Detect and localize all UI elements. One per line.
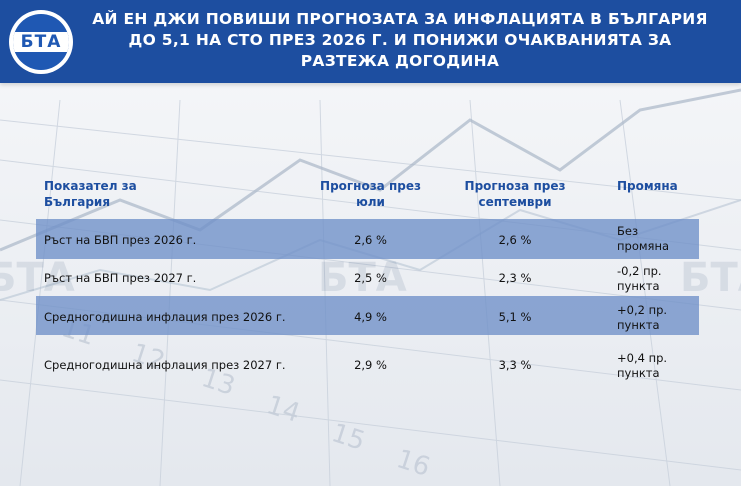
table-cell-change: Без промяна bbox=[617, 224, 670, 253]
table-cell-indicator: Ръст на БВП през 2026 г. bbox=[44, 233, 197, 247]
bta-watermark: БТА bbox=[318, 255, 407, 301]
table-cell-indicator: Ръст на БВП през 2027 г. bbox=[44, 271, 197, 285]
column-header-september: Прогноза през септември bbox=[464, 179, 566, 209]
bta-logo-text: БТА bbox=[20, 32, 62, 52]
table-cell-july: 2,6 % bbox=[354, 233, 387, 247]
row-highlight bbox=[36, 296, 699, 335]
bta-watermark: БТА bbox=[0, 255, 75, 301]
column-header-indicator: Показател за България bbox=[44, 179, 137, 209]
table-cell-september: 2,3 % bbox=[498, 271, 532, 285]
table-cell-july: 2,9 % bbox=[354, 358, 387, 372]
table-cell-indicator: Средногодишна инфлация през 2026 г. bbox=[44, 310, 286, 324]
table-cell-change: -0,2 пр. пункта bbox=[617, 264, 662, 293]
table-cell-september: 5,1 % bbox=[498, 310, 532, 324]
table-cell-september: 2,6 % bbox=[498, 233, 532, 247]
table-cell-change: +0,2 пр. пункта bbox=[617, 303, 668, 332]
table-cell-change: +0,4 пр. пункта bbox=[617, 351, 668, 380]
bta-logo: БТА bbox=[9, 10, 73, 74]
headline: АЙ ЕН ДЖИ ПОВИШИ ПРОГНОЗАТА ЗА ИНФЛАЦИЯТ… bbox=[92, 10, 708, 70]
bta-watermark: БТА bbox=[680, 255, 741, 301]
table-cell-indicator: Средногодишна инфлация през 2027 г. bbox=[44, 358, 286, 372]
row-highlight bbox=[36, 219, 699, 259]
column-header-july: Прогноза през юли bbox=[320, 179, 421, 209]
header-bar: БТА АЙ ЕН ДЖИ ПОВИШИ ПРОГНОЗАТА ЗА ИНФЛА… bbox=[0, 0, 741, 83]
table-cell-september: 3,3 % bbox=[498, 358, 532, 372]
table-cell-july: 2,5 % bbox=[354, 271, 387, 285]
table-cell-july: 4,9 % bbox=[354, 310, 387, 324]
column-header-change: Промяна bbox=[617, 179, 678, 193]
